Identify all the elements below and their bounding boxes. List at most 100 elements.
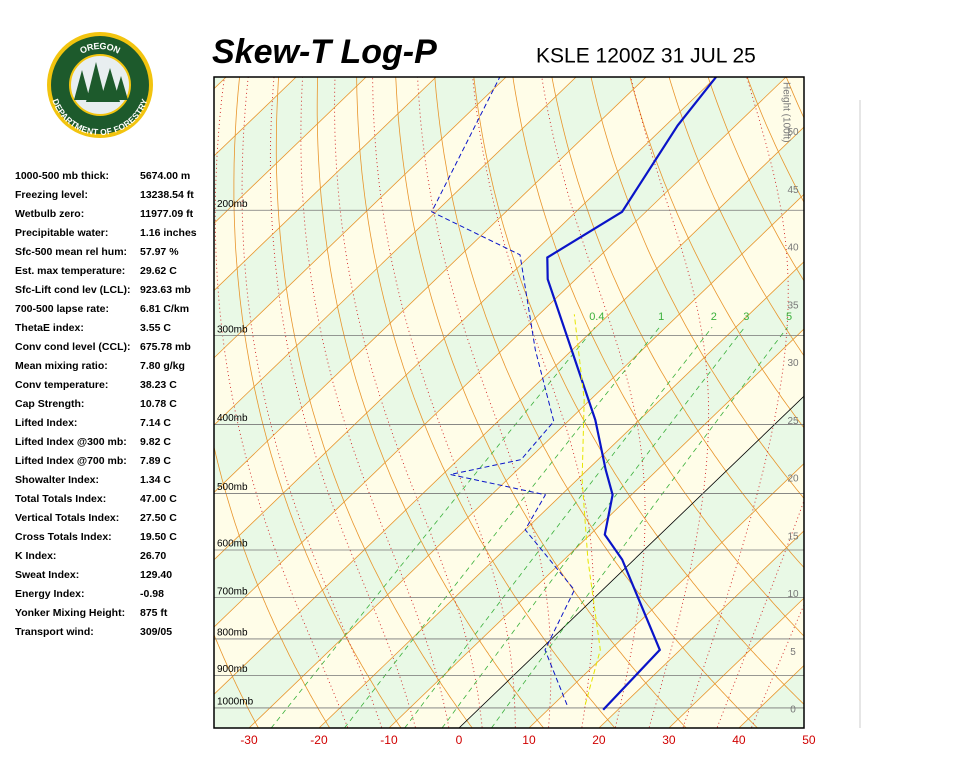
- index-label: Freezing level:: [15, 189, 88, 201]
- index-value: 19.50 C: [140, 531, 177, 543]
- y-tick-label: 500mb: [217, 482, 248, 493]
- isotherm: [214, 77, 717, 561]
- y-tick-label: 1000mb: [217, 697, 254, 708]
- x-tick-label: 50: [802, 733, 816, 747]
- index-value: 1.34 C: [140, 474, 171, 486]
- index-label: Lifted Index @700 mb:: [15, 455, 127, 467]
- index-label: Transport wind:: [15, 626, 94, 638]
- moist-adiabat: [241, 77, 383, 728]
- index-value: 3.55 C: [140, 322, 171, 334]
- isotherm: [0, 77, 16, 728]
- index-label: Wetbulb zero:: [15, 208, 84, 220]
- mixing-ratio-line: [404, 327, 713, 728]
- height-tick-label: 30: [787, 358, 799, 369]
- dry-adiabat: [864, 77, 960, 728]
- dry-adiabat: [629, 77, 804, 429]
- index-value: 57.97 %: [140, 246, 179, 258]
- index-label: 700-500 lapse rate:: [15, 303, 109, 315]
- mixing-ratio-label: 2: [711, 311, 717, 323]
- index-value: 675.78 mb: [140, 341, 191, 353]
- index-value: 10.78 C: [140, 398, 177, 410]
- index-label: Precipitable water:: [15, 227, 108, 239]
- height-tick-label: 5: [790, 647, 796, 658]
- logo-top-text: OREGON: [78, 41, 121, 56]
- index-label: Energy Index:: [15, 588, 84, 600]
- mixing-ratio-label: 5: [786, 311, 792, 323]
- height-tick-label: 40: [787, 243, 799, 254]
- moist-adiabat: [716, 499, 804, 728]
- index-value: 38.23 C: [140, 379, 177, 391]
- isotherm: [214, 77, 507, 359]
- mixing-ratio-line: [491, 327, 788, 728]
- moist-adiabat: [682, 77, 789, 728]
- dry-adiabat: [356, 77, 616, 728]
- index-value: 27.50 C: [140, 512, 177, 524]
- index-value: 13238.54 ft: [140, 189, 194, 201]
- index-label: Lifted Index @300 mb:: [15, 436, 127, 448]
- x-tick-label: 0: [456, 733, 463, 747]
- isotherm: [528, 462, 804, 728]
- mixing-ratio-label: 0.4: [589, 311, 604, 323]
- mixing-ratio-line: [344, 327, 660, 728]
- height-tick-label: 50: [787, 127, 799, 138]
- index-label: Mean mixing ratio:: [15, 360, 108, 372]
- x-tick-label: -10: [380, 733, 398, 747]
- height-tick-label: 25: [787, 416, 799, 427]
- index-value: 923.63 mb: [140, 284, 191, 296]
- height-tick-label: 45: [787, 185, 799, 196]
- title: Skew-T Log-P: [212, 33, 437, 71]
- isotherm: [214, 77, 437, 292]
- height-tick-label: 10: [787, 589, 799, 600]
- plot-frame: [213, 76, 805, 729]
- dry-adiabat: [590, 77, 804, 499]
- dry-adiabat: [942, 77, 960, 728]
- index-label: Cap Strength:: [15, 398, 84, 410]
- sounding-line: [431, 77, 575, 705]
- height-tick-label: 35: [787, 300, 799, 311]
- index-value: 9.82 C: [140, 436, 171, 448]
- moist-adiabat: [417, 77, 552, 728]
- index-label: Sfc-500 mean rel hum:: [15, 246, 127, 258]
- y-tick-label: 900mb: [217, 664, 248, 675]
- height-axis-label: Height (100ft): [780, 82, 791, 143]
- dry-adiabat: [434, 77, 758, 728]
- y-tick-label: 400mb: [217, 413, 248, 424]
- index-value: 5674.00 m: [140, 170, 190, 182]
- x-tick-label: 10: [522, 733, 536, 747]
- dry-adiabat: [275, 77, 473, 728]
- index-value: -0.98: [140, 588, 164, 600]
- dry-adiabat: [316, 77, 544, 728]
- stripe: [214, 127, 804, 728]
- isotherm: [388, 328, 804, 728]
- dry-adiabat: [512, 77, 804, 637]
- index-label: Lifted Index:: [15, 417, 77, 429]
- index-value: 7.80 g/kg: [140, 360, 185, 372]
- mixing-ratio-label: 3: [743, 311, 749, 323]
- moist-adiabat: [630, 77, 710, 728]
- isotherm: [318, 261, 804, 728]
- logo: OREGON DEPARTMENT OF FORESTRY: [47, 32, 153, 138]
- index-label: Cross Totals Index:: [15, 531, 112, 543]
- moist-adiabat: [372, 77, 516, 728]
- height-tick-label: 15: [787, 531, 799, 542]
- logo-trees: [74, 62, 128, 102]
- x-tick-label: 40: [732, 733, 746, 747]
- y-tick-label: 300mb: [217, 324, 248, 335]
- index-value: 11977.09 ft: [140, 208, 194, 220]
- index-label: Yonker Mixing Height:: [15, 607, 125, 619]
- dry-adiabat: [903, 77, 960, 728]
- index-label: 1000-500 mb thick:: [15, 170, 109, 182]
- isotherm: [668, 597, 804, 728]
- y-tick-label: 600mb: [217, 539, 248, 550]
- y-tick-label: 700mb: [217, 586, 248, 597]
- moist-adiabat: [214, 77, 349, 728]
- moist-adiabat: [300, 77, 450, 728]
- index-value: 47.00 C: [140, 493, 177, 505]
- index-value: 6.81 C/km: [140, 303, 189, 315]
- index-label: Est. max temperature:: [15, 265, 125, 277]
- dry-adiabat: [395, 77, 687, 728]
- index-value: 1.16 inches: [140, 227, 197, 239]
- index-label: Showalter Index:: [15, 474, 99, 486]
